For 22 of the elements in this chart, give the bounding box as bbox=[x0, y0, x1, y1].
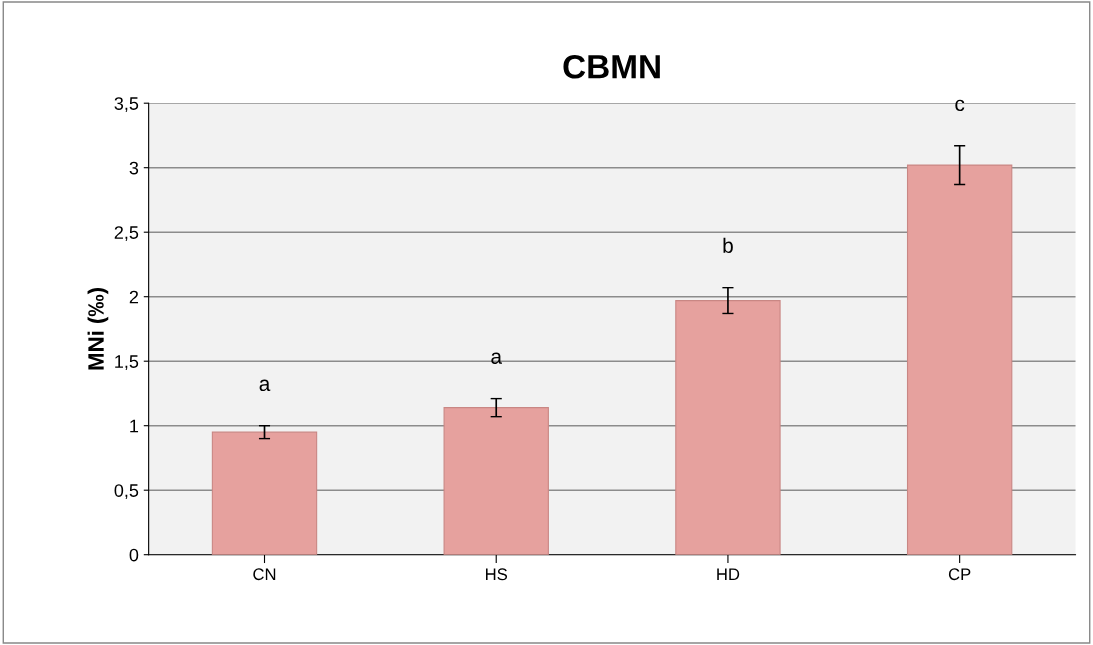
y-tick-label: 3,5 bbox=[114, 97, 139, 113]
x-tick-label: CP bbox=[948, 568, 971, 581]
chart-title: CBMN bbox=[563, 54, 660, 79]
y-tick-label: 3 bbox=[129, 161, 139, 175]
bar bbox=[211, 431, 318, 555]
annotation: b bbox=[723, 237, 733, 253]
y-tick-label: 2,5 bbox=[114, 226, 139, 242]
y-tick-label: 0 bbox=[129, 548, 139, 562]
bar bbox=[443, 407, 549, 555]
bar bbox=[906, 164, 1013, 555]
y-tick-label: 0,5 bbox=[114, 484, 139, 500]
x-tick-label: HD bbox=[717, 568, 740, 580]
y-tick-label: 2 bbox=[129, 290, 139, 304]
annotation: c bbox=[955, 99, 965, 112]
y-axis-title: MNi (‰) bbox=[87, 288, 109, 370]
x-tick-label: CN bbox=[253, 568, 276, 581]
annotation: a bbox=[259, 379, 271, 392]
bar bbox=[675, 300, 781, 555]
x-tick-label: HS bbox=[486, 568, 508, 581]
y-tick-label: 1 bbox=[130, 419, 139, 433]
annotation: a bbox=[491, 352, 503, 364]
y-tick-label: 1,5 bbox=[115, 355, 139, 371]
